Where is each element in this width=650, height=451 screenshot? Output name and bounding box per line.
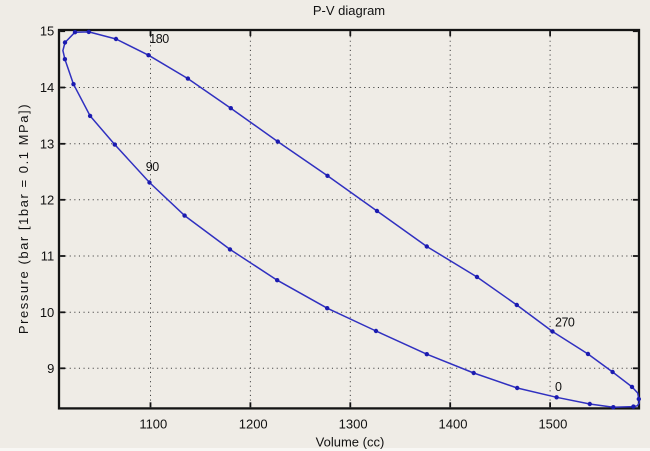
svg-text:90: 90 bbox=[146, 160, 159, 174]
svg-text:180: 180 bbox=[149, 32, 169, 46]
svg-text:12: 12 bbox=[40, 192, 54, 207]
svg-text:1200: 1200 bbox=[239, 417, 268, 432]
svg-text:1300: 1300 bbox=[339, 417, 368, 432]
svg-text:0: 0 bbox=[555, 380, 562, 394]
svg-text:1100: 1100 bbox=[139, 417, 167, 432]
svg-text:1400: 1400 bbox=[439, 417, 468, 432]
svg-text:270: 270 bbox=[555, 316, 575, 330]
svg-text:15: 15 bbox=[40, 24, 54, 39]
svg-text:10: 10 bbox=[40, 305, 54, 320]
svg-text:P-V diagram: P-V diagram bbox=[313, 3, 385, 18]
svg-text:11: 11 bbox=[41, 249, 55, 264]
svg-text:13: 13 bbox=[40, 136, 54, 151]
svg-text:Pressure (bar [1bar = 0.1 MPa]: Pressure (bar [1bar = 0.1 MPa]) bbox=[16, 103, 31, 334]
svg-text:Volume (cc): Volume (cc) bbox=[316, 435, 385, 450]
svg-text:9: 9 bbox=[47, 361, 54, 376]
svg-text:1500: 1500 bbox=[538, 417, 567, 432]
svg-text:14: 14 bbox=[40, 80, 54, 95]
